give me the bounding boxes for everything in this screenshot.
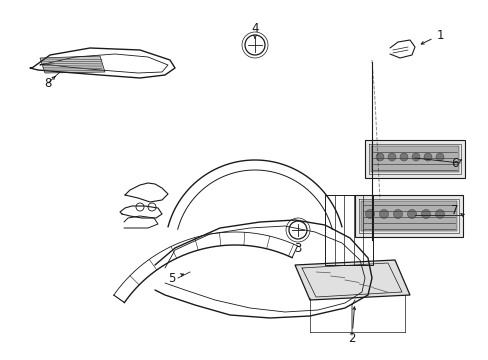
Polygon shape (354, 195, 462, 237)
Text: 5: 5 (168, 271, 175, 284)
Text: 7: 7 (450, 203, 458, 216)
Text: 8: 8 (44, 77, 52, 90)
Circle shape (387, 153, 395, 161)
Circle shape (365, 210, 374, 219)
Circle shape (423, 153, 431, 161)
Circle shape (411, 153, 419, 161)
Text: 1: 1 (435, 28, 443, 41)
Polygon shape (294, 260, 409, 300)
Circle shape (407, 210, 416, 219)
Text: 4: 4 (251, 22, 258, 35)
Circle shape (393, 210, 402, 219)
Circle shape (435, 210, 444, 219)
Polygon shape (360, 201, 456, 231)
Polygon shape (40, 56, 105, 73)
Circle shape (375, 153, 383, 161)
Text: 6: 6 (450, 157, 458, 170)
Circle shape (421, 210, 429, 219)
Text: 2: 2 (347, 332, 355, 345)
Polygon shape (364, 140, 464, 178)
Polygon shape (370, 146, 458, 172)
Circle shape (399, 153, 407, 161)
Circle shape (435, 153, 443, 161)
Circle shape (379, 210, 387, 219)
Text: 3: 3 (294, 242, 301, 255)
